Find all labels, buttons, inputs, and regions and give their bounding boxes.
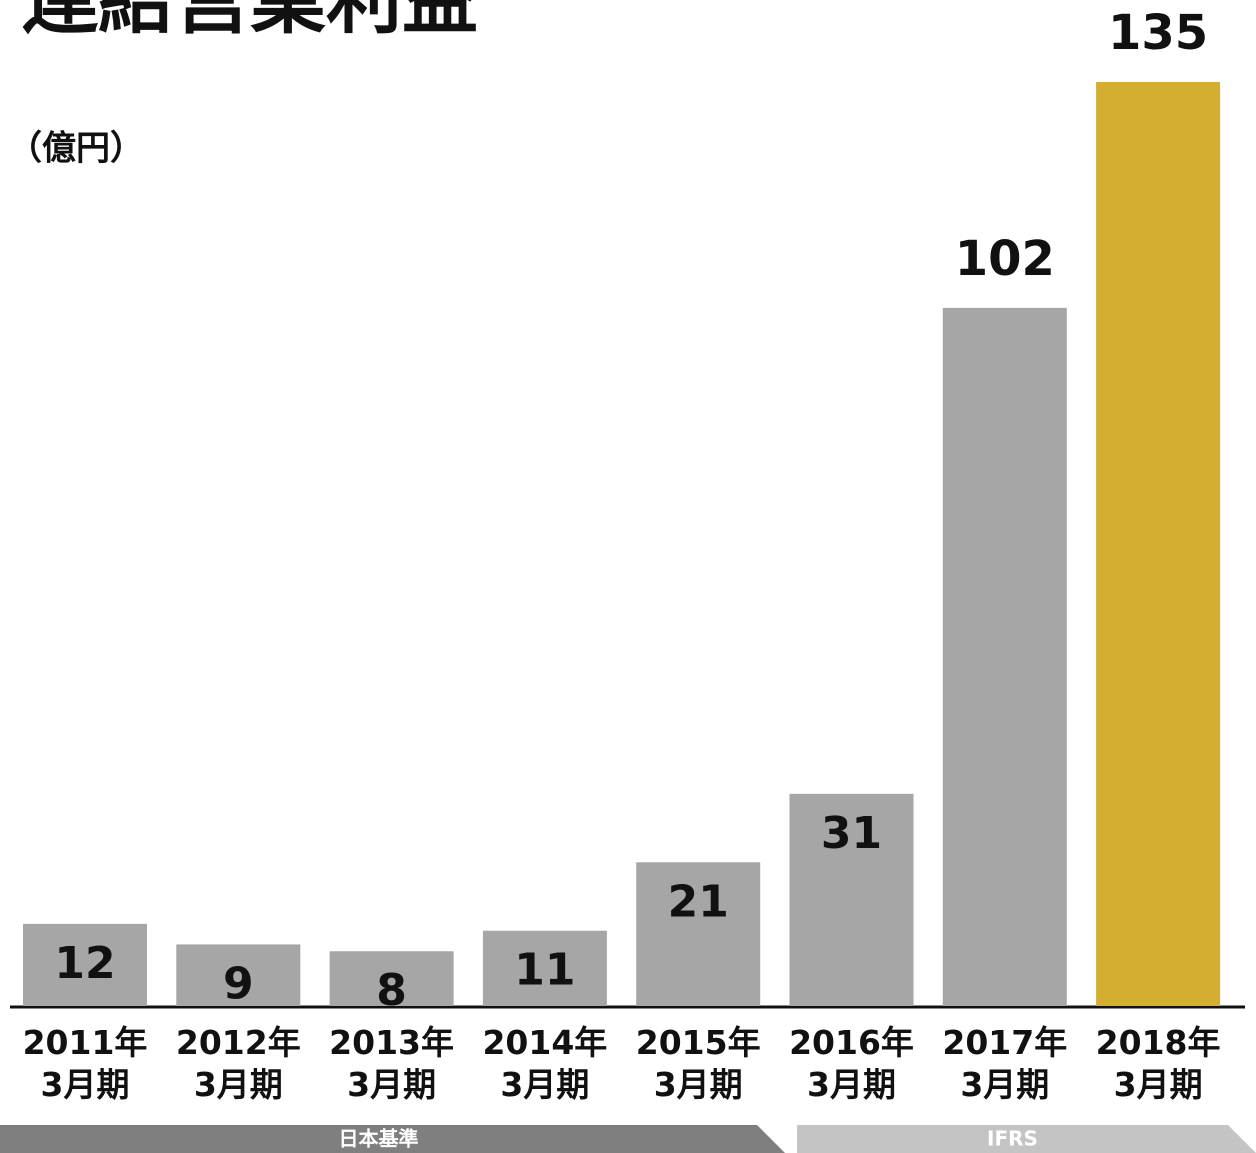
value-label: 21 <box>668 876 729 927</box>
x-tick-label: 2012年 3月期 <box>175 1023 301 1104</box>
chart-title: 連結営業利益 <box>22 0 478 44</box>
bar <box>329 951 454 1006</box>
period-arrow <box>0 1125 785 1153</box>
value-label: 9 <box>223 958 254 1009</box>
value-label: 11 <box>514 945 575 996</box>
x-tick-label: 2011年 3月期 <box>22 1023 148 1104</box>
bar <box>1096 82 1221 1006</box>
period-label: IFRS <box>987 1127 1038 1151</box>
value-label: 31 <box>821 808 882 859</box>
x-tick-label: 2017年 3月期 <box>942 1023 1068 1104</box>
value-label: 8 <box>376 965 407 1016</box>
period-label: 日本基準 <box>339 1127 419 1151</box>
bar <box>482 930 607 1006</box>
x-tick-label: 2018年 3月期 <box>1095 1023 1221 1104</box>
bar <box>23 923 147 1006</box>
value-label: 12 <box>54 938 115 989</box>
bar <box>942 307 1067 1006</box>
x-tick-label: 2014年 3月期 <box>482 1023 608 1104</box>
value-label: 102 <box>955 231 1055 287</box>
bar <box>789 793 914 1006</box>
bar <box>636 862 761 1006</box>
value-label: 135 <box>1108 5 1208 61</box>
period-arrow <box>797 1125 1256 1153</box>
x-tick-label: 2015年 3月期 <box>635 1023 761 1104</box>
x-tick-label: 2016年 3月期 <box>789 1023 914 1104</box>
x-tick-label: 2013年 3月期 <box>329 1023 455 1104</box>
unit-label: （億円） <box>8 129 144 169</box>
bar <box>176 944 301 1006</box>
